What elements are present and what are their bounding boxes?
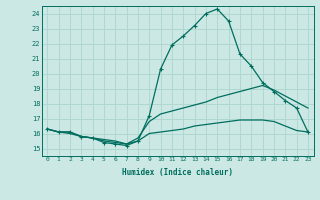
X-axis label: Humidex (Indice chaleur): Humidex (Indice chaleur) (122, 168, 233, 177)
